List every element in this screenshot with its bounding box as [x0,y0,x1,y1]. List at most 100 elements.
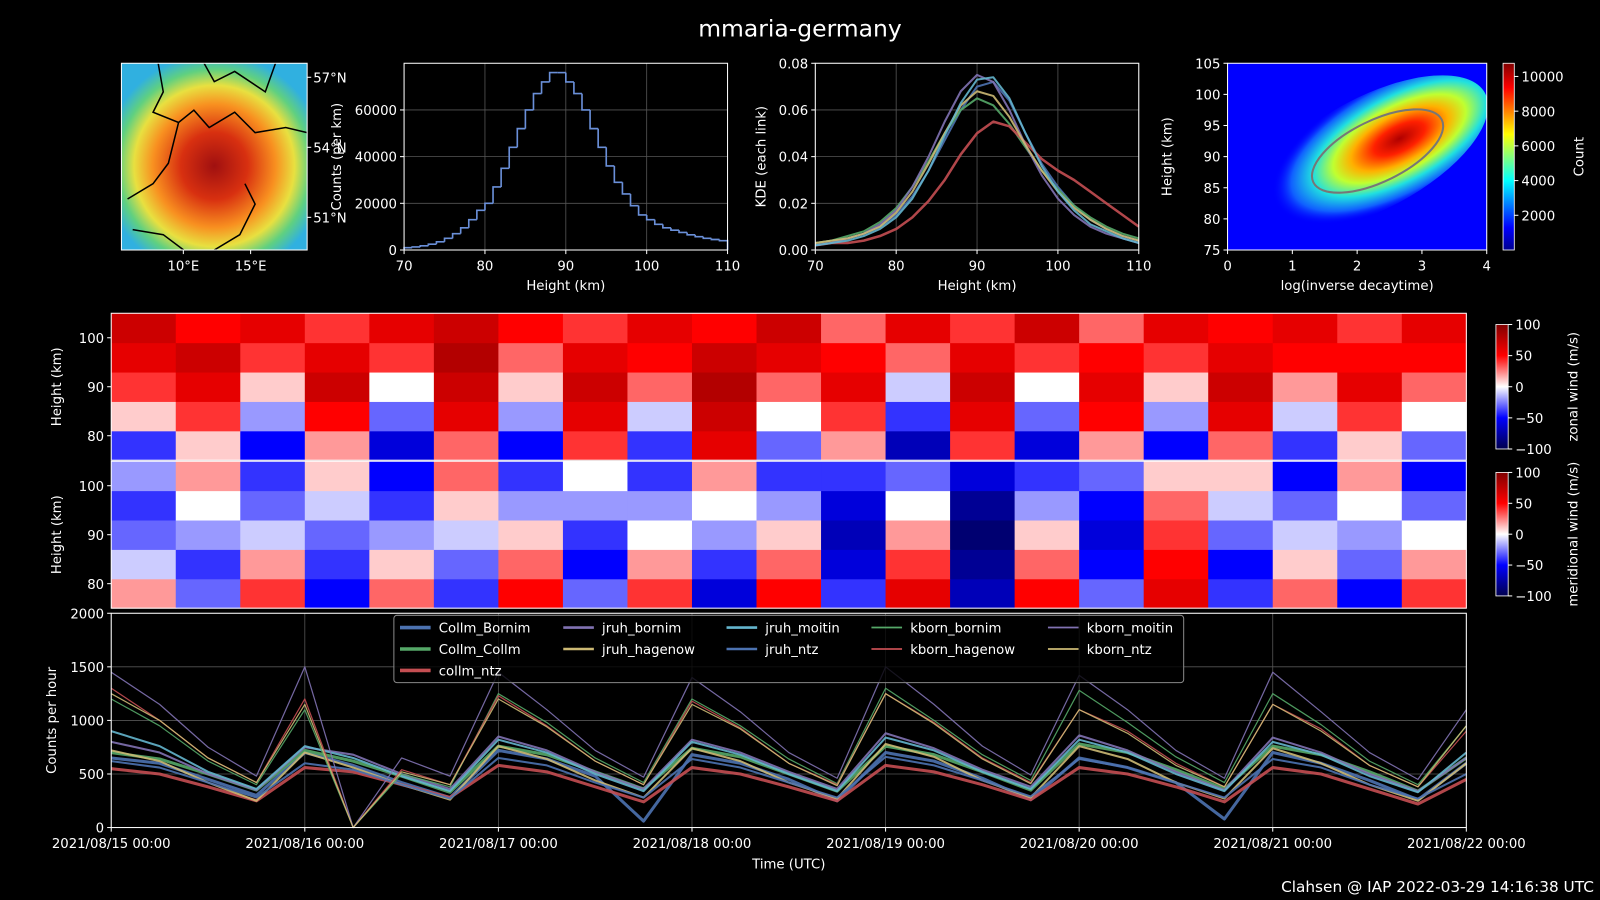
y-tick-label: 80 [1204,213,1221,228]
histogram-bin [451,232,461,239]
histogram-bin [443,237,453,242]
heatmap-cell [756,490,822,521]
heatmap-cell [1079,578,1145,609]
heatmap-cell [498,372,564,402]
heatmap-cell [1208,342,1274,373]
heatmap-cell [111,520,177,550]
heatmap-cell [1401,578,1467,609]
heatmap-cell [175,430,241,461]
series-line [110,693,1467,829]
x-tick-label: 110 [715,259,740,274]
y-tick-label: 100 [1195,88,1220,103]
heatmap-cell [304,313,370,344]
y-axis-label: Height (km) [50,495,65,574]
series-line [815,97,1140,244]
heatmap-cell [1272,461,1338,492]
heatmap-cell [369,401,435,432]
histogram-bin [637,205,647,216]
heatmap-cell [1337,490,1403,521]
heatmap-cell [1079,401,1145,432]
heatmap-cell [498,401,564,432]
heatmap-cell [691,430,758,461]
heatmap-cell [950,372,1016,402]
series-line [110,730,1467,794]
heatmap-cell [562,430,628,461]
heatmap-cell [885,401,951,432]
heatmap-cell [1014,490,1080,521]
colorbar-tick-label: 6000 [1521,140,1555,155]
heatmap-cell [1272,372,1338,402]
heatmap-cell [175,578,241,609]
colorbar-tick-label: 10000 [1521,71,1563,86]
heatmap-cell [369,578,435,609]
heatmap-cell [1143,520,1209,550]
heatmap-cell [627,490,693,521]
axes-frame [814,62,1140,251]
heatmap-cell [1208,549,1274,580]
heatmap-cell [1079,549,1145,580]
heatmap-cell [433,520,499,550]
heatmap-cell [562,461,628,492]
x-axis-label: log(inverse decaytime) [1281,279,1434,294]
x-tick-label: 2021/08/16 00:00 [245,837,364,852]
heatmap-cell [562,520,628,550]
y-tick-label: 500 [79,768,104,783]
colorbar-tick-label: 4000 [1521,175,1555,190]
heatmap-cell [1014,342,1080,373]
heatmap-cell [821,372,887,402]
colorbar-tick-label: 50 [1515,350,1532,365]
heatmap-cell [756,401,822,432]
x-tick-label: 4 [1483,259,1491,274]
heatmap-cell [1401,461,1467,492]
y-tick-label: 0.02 [779,197,809,212]
heatmap-cell [1014,430,1080,461]
heatmap-cell [111,342,177,373]
heatmap-cell [1143,401,1209,432]
histogram-bin [613,165,623,184]
heatmap-cell [111,490,177,521]
colorbar-tick-label: −50 [1515,412,1543,427]
heatmap-cell [1208,520,1274,550]
y-tick-label: 90 [87,529,104,544]
heatmap-cell [691,372,758,402]
legend-label: kborn_moitin [1087,622,1173,637]
heatmap-cell [821,490,887,521]
heatmap-cell [1272,520,1338,550]
heatmap-cell [1143,549,1209,580]
heatmap-cell [175,372,241,402]
heatmap-cell [1208,430,1274,461]
x-tick-label: 70 [807,259,824,274]
x-tick-label: 2 [1353,259,1361,274]
heatmap-cell [304,461,370,492]
heatmap-cell [1337,578,1403,609]
heatmap-cell [950,313,1016,344]
footer: Clahsen @ IAP 2022-03-29 14:16:38 UTC [1281,878,1594,896]
heatmap-cell [175,313,241,344]
heatmap-cell [950,549,1016,580]
legend-label: jruh_bornim [601,622,681,637]
map-image [121,63,308,250]
histogram-bin [548,71,558,82]
heatmap-cell [369,520,435,550]
figure-title: mmaria-germany [698,15,902,43]
heatmap-cell [433,461,499,492]
heatmap-cell [691,313,758,344]
x-axis-label: Height (km) [938,279,1017,294]
heatmap-cell [433,313,499,344]
y-tick-label: 2000 [70,607,104,622]
heatmap-cell [1272,313,1338,344]
heatmap-cell [1143,372,1209,402]
heatmap-cell [1337,430,1403,461]
x-tick-label: 80 [477,259,494,274]
heatmap-cell [627,520,693,550]
heatmap-cell [821,401,887,432]
legend-label: Collm_Collm [439,643,521,658]
heatmap-cell [885,461,951,492]
y-axis-label: KDE (each link) [754,106,769,207]
heatmap-cell [756,520,822,550]
y-tick-label: 80 [87,430,104,445]
legend-label: kborn_ntz [1087,643,1152,658]
colorbar-label: Count [1573,137,1588,176]
heatmap-cell [369,372,435,402]
